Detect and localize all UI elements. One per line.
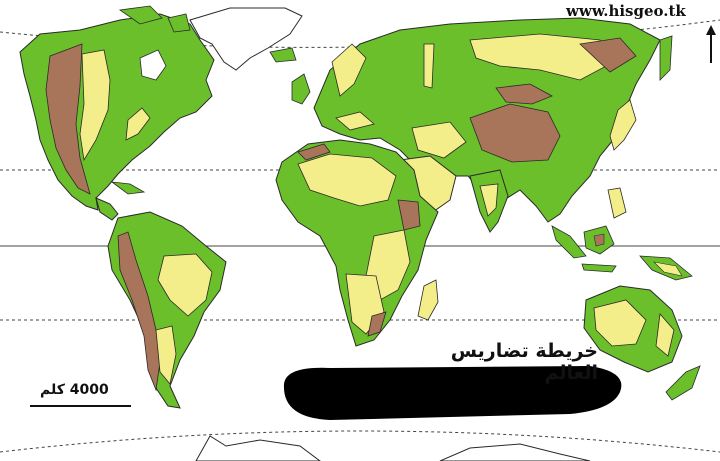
- deccan-plateau: [479, 183, 499, 217]
- africa: [275, 139, 439, 347]
- drakensberg: [367, 311, 387, 337]
- philippines: [607, 187, 627, 219]
- british-isles: [291, 73, 311, 105]
- great-dividing-range: [655, 313, 675, 357]
- japan: [609, 99, 637, 151]
- ethiopian-highlands: [397, 199, 421, 231]
- north-america-plains: [79, 49, 111, 162]
- south-america: [107, 211, 227, 409]
- siberian-plateau: [469, 33, 611, 81]
- new-guinea-mountains: [653, 261, 683, 277]
- brazilian-highlands: [157, 253, 213, 317]
- southeast-asia-islands: [551, 187, 693, 281]
- ural-mountains: [423, 43, 435, 89]
- alps: [335, 111, 375, 131]
- andes: [117, 231, 161, 392]
- appalachians: [125, 107, 151, 141]
- central-america: [95, 197, 119, 221]
- scale-bar: [30, 405, 131, 407]
- sahara-plateau: [297, 153, 397, 207]
- patagonia-plateau: [155, 325, 177, 385]
- north-arrow-icon: [706, 25, 716, 63]
- arctic-islands: [118, 5, 191, 33]
- redaction-mark: [283, 366, 622, 420]
- western-plateau: [593, 299, 647, 347]
- borneo-highlands: [593, 233, 605, 247]
- kamchatka: [659, 35, 673, 81]
- tibetan-plateau: [469, 103, 561, 163]
- north-america: [19, 5, 215, 211]
- atlas-mountains: [297, 143, 331, 161]
- central-asian-mountains: [495, 83, 553, 105]
- site-label: www.hisgeo.tk: [566, 2, 686, 20]
- hudson-bay: [139, 49, 167, 81]
- scale-label: 4000 كلم: [40, 382, 109, 398]
- new-zealand: [665, 365, 701, 401]
- sumatra: [551, 225, 587, 259]
- australia: [583, 285, 701, 401]
- eastern-siberia-mountains: [579, 37, 637, 73]
- antarctica: [195, 435, 591, 461]
- iceland: [269, 47, 297, 63]
- java: [581, 263, 617, 273]
- scandinavia: [331, 43, 367, 97]
- rocky-mountains: [45, 43, 91, 195]
- madagascar: [417, 279, 439, 321]
- map-title: خريطة تضاريس العالم: [450, 340, 598, 384]
- caribbean-islands: [110, 181, 146, 195]
- greenland: [189, 7, 303, 71]
- lat-line-south: [0, 430, 720, 453]
- iranian-plateau: [411, 121, 467, 159]
